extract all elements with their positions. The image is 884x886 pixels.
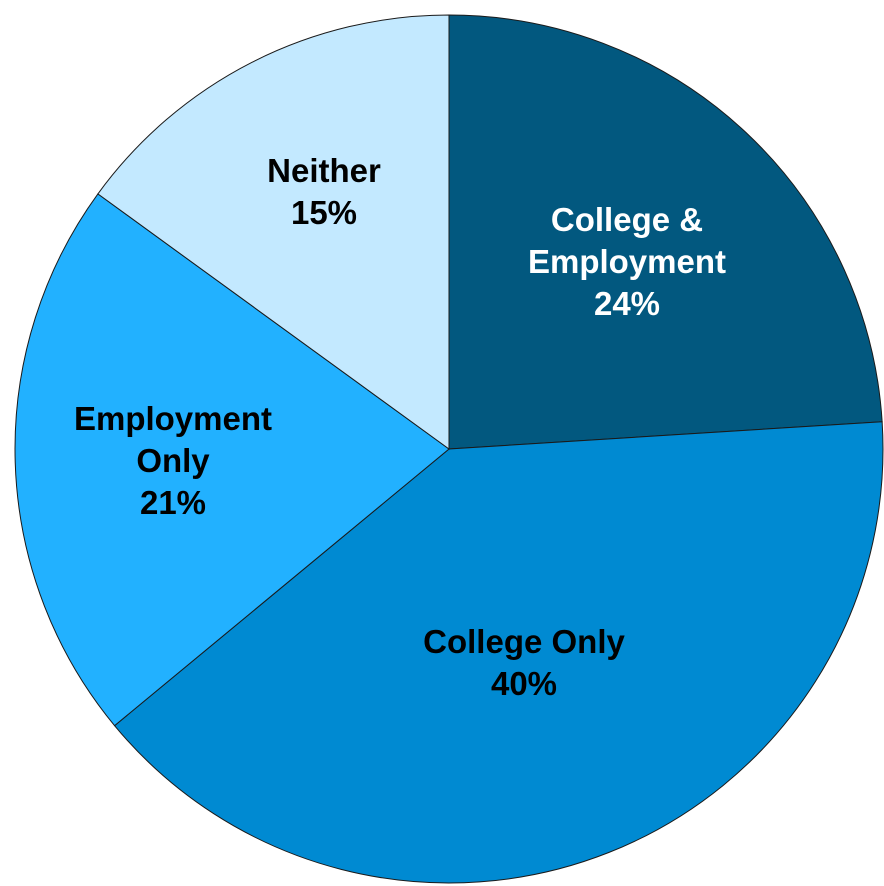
pie-labels: College & Employment 24% College Only 40% Emp…: [74, 152, 726, 702]
pie-slices: [14, 14, 884, 884]
slice-category-label: Employment: [528, 243, 726, 280]
pie-slice-label-1: College Only 40%: [423, 623, 625, 702]
pie-slice-label-0: College & Employment 24%: [528, 201, 726, 322]
pie-slice-2: [14, 193, 450, 727]
pie-slice-label-3: Neither 15%: [267, 152, 381, 231]
slice-percent-label: 15%: [291, 194, 357, 231]
pie-slice-3: [97, 14, 450, 450]
slice-category-label: College &: [551, 201, 703, 238]
slice-percent-label: 40%: [491, 665, 557, 702]
slice-category-label: College Only: [423, 623, 625, 660]
slice-percent-label: 21%: [140, 484, 206, 521]
slice-category-label: Only: [136, 442, 210, 479]
slice-category-label: Neither: [267, 152, 381, 189]
pie-slice-0: [448, 14, 883, 450]
pie-slice-1: [113, 421, 884, 884]
pie-slice-label-2: Employment Only 21%: [74, 400, 272, 521]
slice-percent-label: 24%: [594, 285, 660, 322]
slice-category-label: Employment: [74, 400, 272, 437]
